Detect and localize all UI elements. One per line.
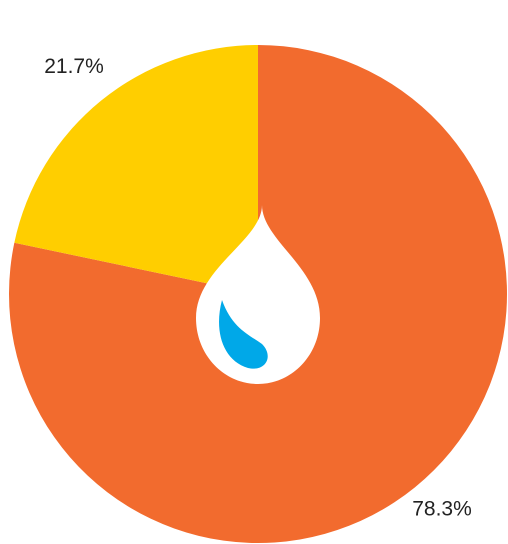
drop-icon [196, 205, 320, 384]
value-label: 78.3% [412, 498, 472, 521]
value-label: 21.7% [44, 55, 104, 78]
drop-inner [219, 300, 268, 369]
wedge [14, 45, 258, 294]
